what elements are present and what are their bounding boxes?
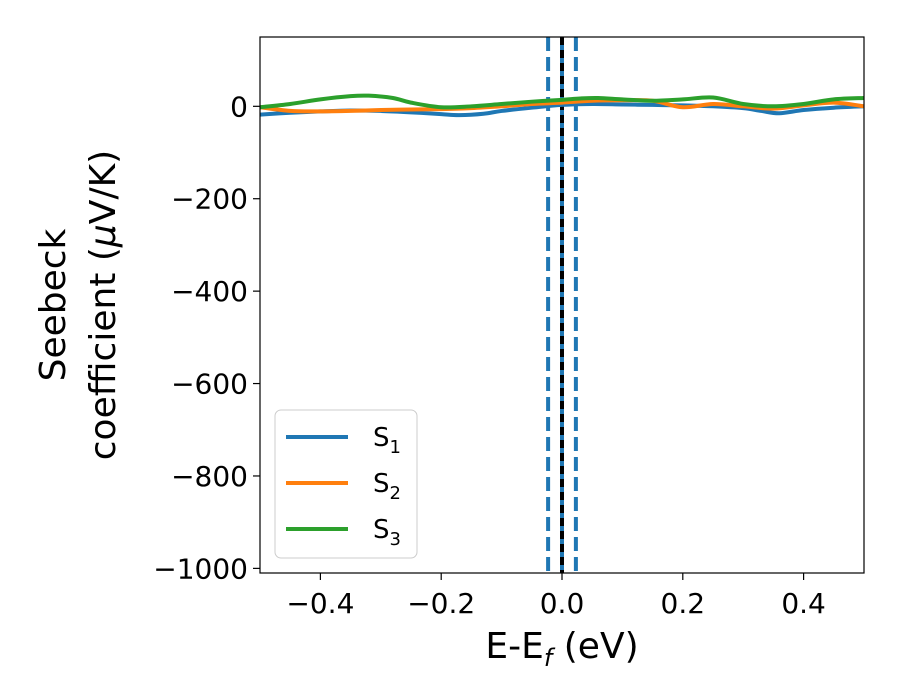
x-ticks: −0.4 −0.2 0.0 0.2 0.4 xyxy=(286,573,826,620)
vertical-lines xyxy=(546,37,578,573)
series-lines xyxy=(260,93,864,118)
x-tick-label: −0.2 xyxy=(407,587,475,620)
x-tick-label: 0.0 xyxy=(540,587,585,620)
series-line-s3 xyxy=(260,93,864,110)
y-tick-label: −400 xyxy=(171,275,248,308)
series-line-s2 xyxy=(260,98,864,114)
y-tick-label: −1000 xyxy=(153,552,248,585)
legend-label-s2: S2 xyxy=(373,469,401,504)
y-tick-label: −600 xyxy=(171,368,248,401)
legend-label-s1: S1 xyxy=(373,423,401,458)
x-tick-label: 0.4 xyxy=(781,587,826,620)
y-tick-label: −800 xyxy=(171,460,248,493)
y-axis-label-line1: Seebeck xyxy=(33,228,74,381)
y-ticks: 0 −200 −400 −600 −800 −1000 xyxy=(153,90,260,585)
legend-label-s3: S3 xyxy=(373,515,401,550)
y-axis-label: Seebeck coefficient (μV/K) xyxy=(33,150,124,460)
x-tick-label: −0.4 xyxy=(286,587,354,620)
legend: S1 S2 S3 xyxy=(274,409,418,559)
y-axis-label-line2: coefficient (μV/K) xyxy=(83,150,124,460)
x-tick-label: 0.2 xyxy=(661,587,706,620)
x-axis-label: E-Ef (eV) xyxy=(485,626,638,672)
y-tick-label: 0 xyxy=(230,90,248,123)
y-tick-label: −200 xyxy=(171,183,248,216)
